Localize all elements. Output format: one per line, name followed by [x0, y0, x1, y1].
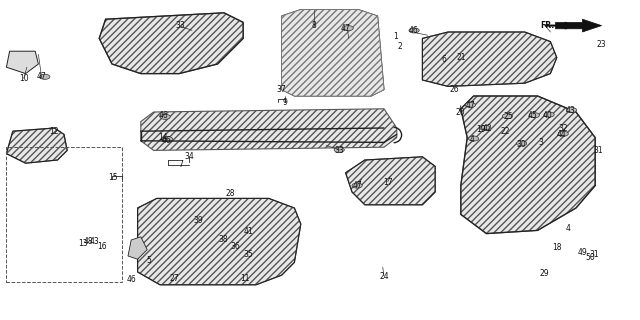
Text: 38: 38: [218, 236, 228, 244]
Text: 18: 18: [552, 244, 561, 252]
Circle shape: [160, 114, 170, 119]
Text: 31: 31: [593, 146, 604, 155]
Circle shape: [343, 26, 353, 31]
Text: 19: 19: [476, 125, 486, 134]
Circle shape: [163, 137, 173, 142]
Text: 3: 3: [538, 138, 543, 147]
Text: 48: 48: [83, 237, 93, 246]
Text: 25: 25: [504, 112, 514, 121]
Text: 46: 46: [126, 275, 136, 284]
Text: 16: 16: [97, 242, 108, 251]
Text: 30: 30: [516, 140, 527, 148]
Polygon shape: [556, 19, 602, 32]
Text: 45: 45: [527, 111, 538, 120]
Polygon shape: [99, 13, 243, 74]
Text: 22: 22: [501, 127, 510, 136]
Polygon shape: [461, 96, 595, 234]
Circle shape: [558, 131, 568, 136]
Text: 46: 46: [408, 26, 419, 35]
Text: 12: 12: [50, 127, 59, 136]
Circle shape: [465, 102, 476, 108]
Polygon shape: [6, 128, 67, 163]
Text: 4: 4: [566, 224, 571, 233]
Text: 47: 47: [465, 101, 476, 110]
Text: 17: 17: [383, 178, 393, 187]
Text: 46: 46: [161, 136, 172, 145]
Text: 29: 29: [539, 269, 549, 278]
Text: 7: 7: [179, 160, 184, 169]
Text: 14: 14: [158, 133, 168, 142]
Polygon shape: [128, 237, 147, 259]
Text: 24: 24: [379, 272, 389, 281]
Text: 36: 36: [230, 242, 241, 251]
Text: 43: 43: [90, 237, 100, 246]
Text: 34: 34: [184, 152, 194, 161]
Text: 4: 4: [470, 135, 475, 144]
Circle shape: [516, 141, 527, 146]
Circle shape: [480, 125, 490, 131]
Text: 40: 40: [542, 111, 552, 120]
Text: 28: 28: [226, 189, 235, 198]
Text: 26: 26: [449, 85, 460, 94]
Text: 42: 42: [483, 124, 493, 132]
Text: 23: 23: [596, 40, 607, 49]
Text: 47: 47: [352, 181, 362, 190]
Circle shape: [468, 136, 479, 141]
Text: 50: 50: [585, 253, 595, 262]
Text: 49: 49: [577, 248, 588, 257]
Circle shape: [409, 28, 419, 33]
Circle shape: [334, 147, 344, 152]
Text: 31: 31: [589, 250, 599, 259]
Polygon shape: [6, 51, 38, 74]
Text: 33: 33: [334, 146, 344, 155]
Text: 11: 11: [240, 274, 249, 283]
Text: 39: 39: [193, 216, 204, 225]
Circle shape: [529, 113, 540, 118]
Text: 41: 41: [243, 228, 253, 236]
Text: 20: 20: [456, 108, 466, 116]
Text: 5: 5: [147, 256, 152, 265]
Circle shape: [566, 108, 577, 113]
Text: 27: 27: [169, 274, 179, 283]
Text: 44: 44: [557, 130, 567, 139]
Text: 35: 35: [243, 250, 253, 259]
Text: FR.: FR.: [540, 21, 554, 30]
Text: 6: 6: [442, 55, 447, 64]
Text: 21: 21: [456, 53, 465, 62]
Polygon shape: [422, 32, 557, 86]
Text: 33: 33: [175, 21, 186, 30]
Text: 1: 1: [393, 32, 398, 41]
Circle shape: [352, 183, 362, 188]
Polygon shape: [138, 198, 301, 285]
Polygon shape: [282, 10, 384, 96]
Text: 10: 10: [19, 74, 29, 83]
Circle shape: [502, 114, 513, 119]
Text: 47: 47: [36, 72, 47, 81]
Polygon shape: [346, 157, 435, 205]
Text: 15: 15: [108, 173, 118, 182]
Circle shape: [544, 112, 554, 117]
Polygon shape: [282, 10, 384, 96]
Text: 9: 9: [282, 98, 287, 107]
Text: 2: 2: [397, 42, 403, 51]
Text: 46: 46: [158, 111, 168, 120]
Text: 8: 8: [311, 21, 316, 30]
Text: 43: 43: [566, 106, 576, 115]
Text: 37: 37: [276, 85, 287, 94]
Circle shape: [40, 74, 50, 79]
Text: 47: 47: [340, 24, 351, 33]
Text: 13: 13: [78, 239, 88, 248]
Polygon shape: [141, 109, 397, 150]
Text: 32: 32: [558, 124, 568, 132]
